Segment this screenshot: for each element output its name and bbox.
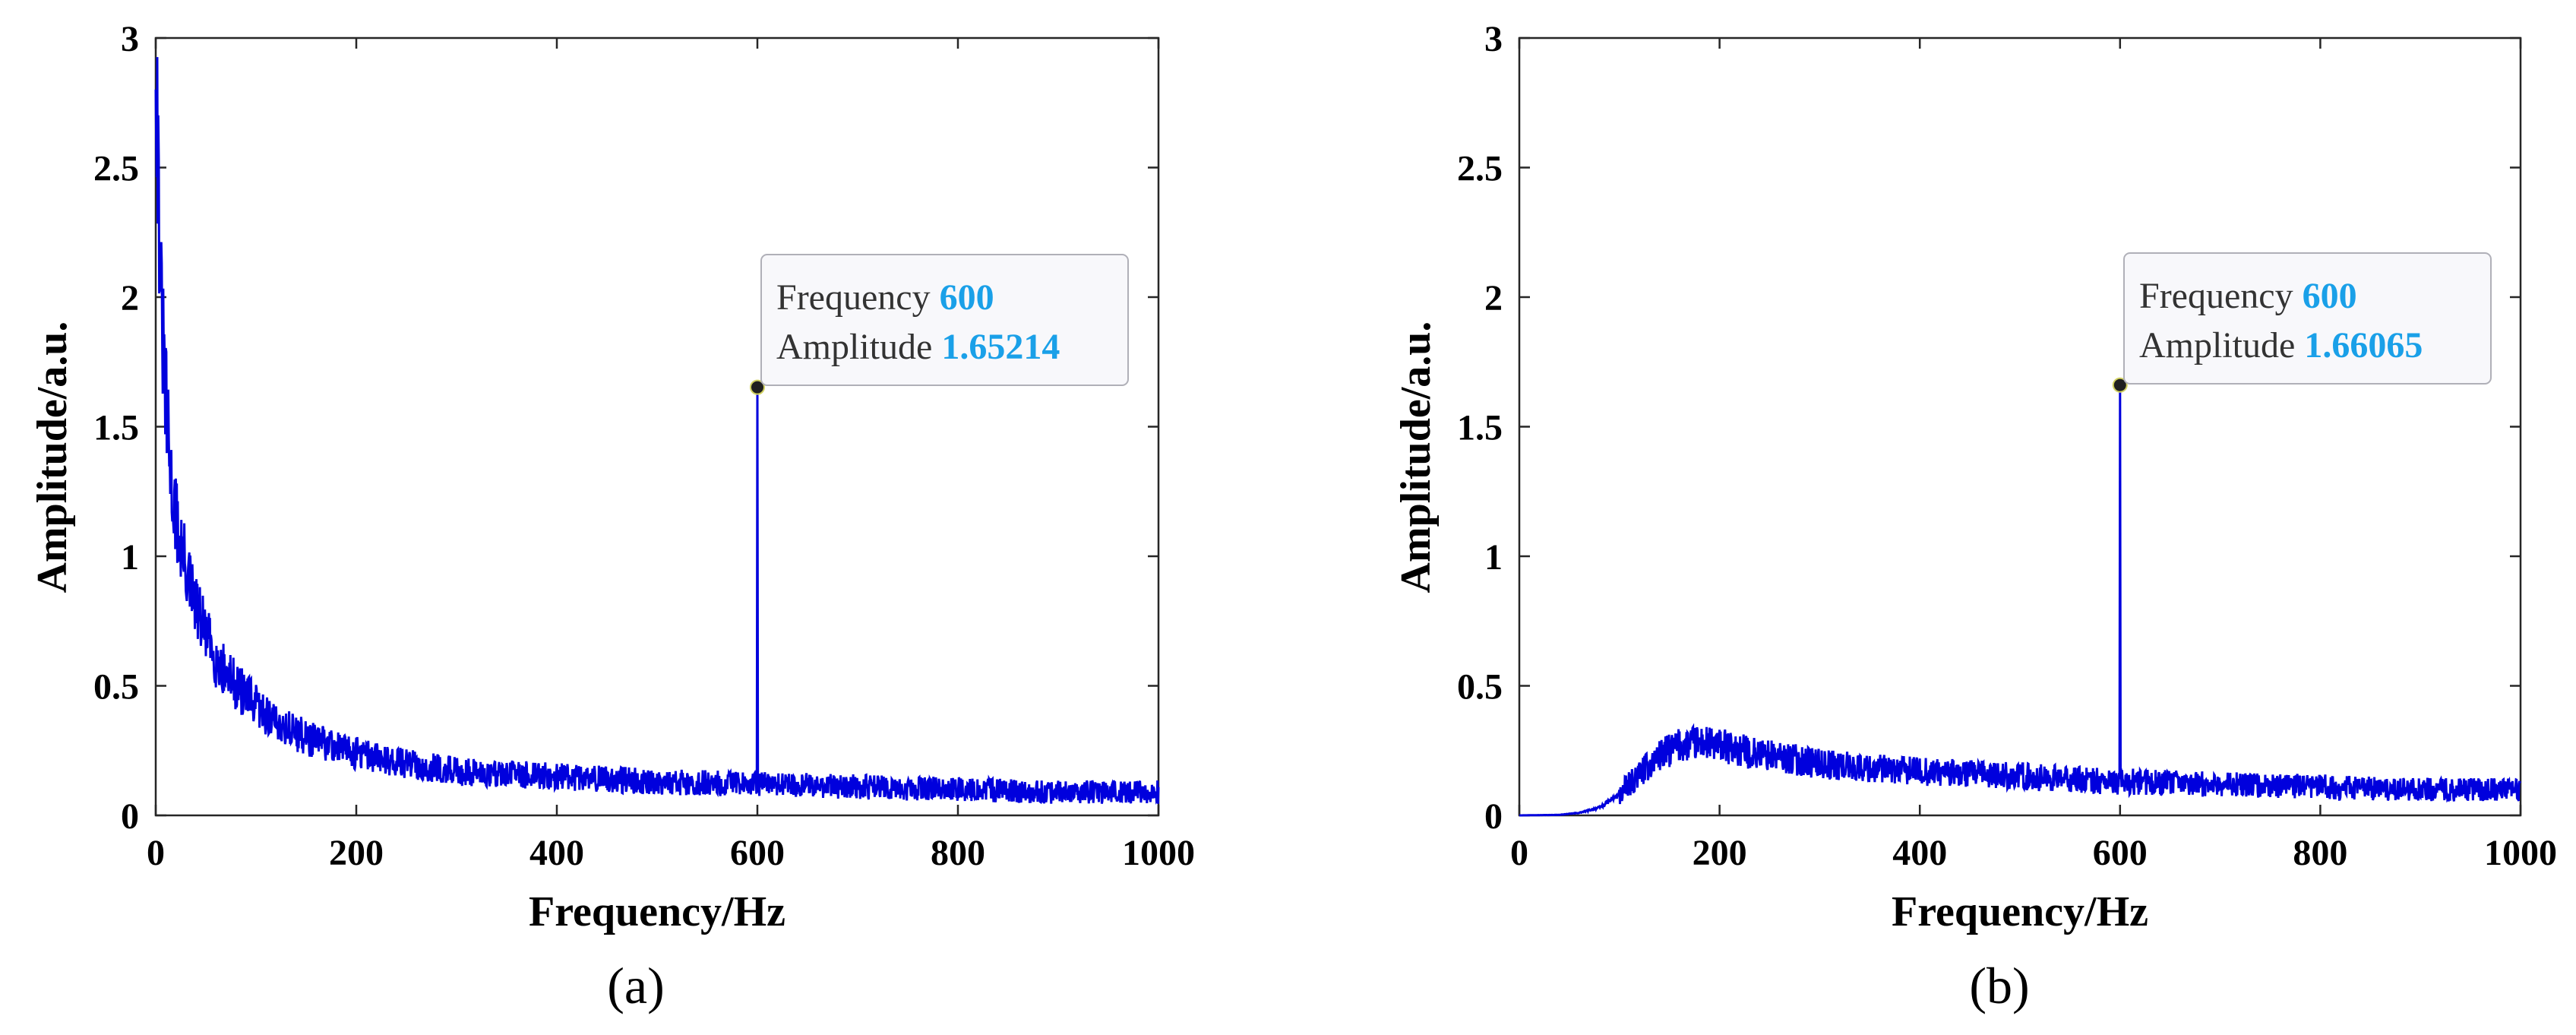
datatip-frequency-label: Frequency (2139, 276, 2303, 316)
x-tick-label: 0 (147, 833, 165, 873)
x-tick-label: 600 (2093, 833, 2148, 873)
x-axis-label: Frequency/Hz (529, 888, 785, 935)
y-tick-label: 2.5 (1457, 149, 1503, 189)
y-tick-label: 3 (121, 19, 139, 59)
datatip-box (760, 254, 1129, 386)
x-tick-label: 1000 (2484, 833, 2557, 873)
datatip-amplitude-value: 1.66065 (2304, 325, 2423, 366)
datatip-amplitude-value: 1.65214 (941, 327, 1060, 367)
x-tick-label: 800 (2293, 833, 2347, 873)
datatip-amplitude: Amplitude 1.65214 (776, 327, 1060, 367)
x-axis-label: Frequency/Hz (1892, 888, 2148, 935)
x-tick-label: 400 (529, 833, 584, 873)
y-tick-label: 0.5 (1457, 667, 1503, 707)
panel-label: (a) (607, 957, 664, 1014)
x-tick-label: 200 (329, 833, 384, 873)
series-line (154, 57, 1160, 806)
series-line (1519, 385, 2521, 817)
y-tick-label: 2 (1484, 278, 1503, 318)
chart-panel-b: 0 200 400 600 800 1000 0 0.5 1 1.5 2 2.5 3 Frequency/… (1392, 19, 2557, 1014)
y-tick-label: 0 (121, 796, 139, 837)
x-tick-label: 600 (730, 833, 785, 873)
panel-label: (b) (1969, 957, 2029, 1014)
plot-frame (154, 36, 1160, 817)
x-tick-label: 400 (1892, 833, 1947, 873)
y-tick-label: 1 (1484, 537, 1503, 578)
datatip-frequency: Frequency 600 (2139, 276, 2357, 316)
x-tick-label: 1000 (1122, 833, 1195, 873)
y-tick-label: 2 (121, 278, 139, 318)
datatip-box (2123, 252, 2492, 385)
datatip-frequency: Frequency 600 (776, 277, 994, 318)
datatip-marker (2112, 377, 2128, 393)
datatip-amplitude: Amplitude 1.66065 (2139, 325, 2423, 366)
datatip-frequency-label: Frequency (776, 277, 940, 318)
plot-frame (1518, 36, 2522, 817)
y-tick-label: 2.5 (93, 149, 139, 189)
datatip-amplitude-label: Amplitude (2139, 325, 2304, 366)
datatip-marker (750, 379, 765, 395)
datatip-amplitude-label: Amplitude (776, 327, 941, 367)
y-tick-label: 1.5 (1457, 408, 1503, 448)
y-tick-label: 1 (121, 537, 139, 578)
y-tick-label: 1.5 (93, 408, 139, 448)
x-tick-label: 800 (931, 833, 985, 873)
y-axis-label: Amplitude/a.u. (1392, 321, 1440, 593)
y-tick-label: 0 (1484, 796, 1503, 837)
y-tick-label: 3 (1484, 19, 1503, 59)
chart-panel-a: 0 200 400 600 800 1000 0 0.5 1 1.5 2 2.5 3 Frequency/… (29, 19, 1195, 1014)
y-axis-label: Amplitude/a.u. (29, 321, 76, 593)
x-tick-label: 200 (1693, 833, 1747, 873)
datatip-frequency-value: 600 (940, 277, 994, 318)
datatip-frequency-value: 600 (2303, 276, 2357, 316)
y-tick-label: 0.5 (93, 667, 139, 707)
x-tick-label: 0 (1510, 833, 1528, 873)
